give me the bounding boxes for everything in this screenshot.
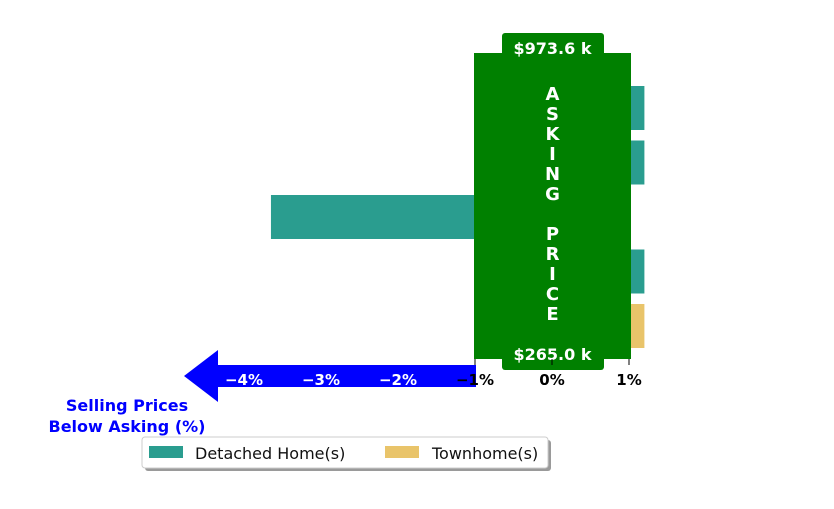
x-tick-label: 1%: [616, 371, 641, 389]
asking-price-letter: N: [545, 164, 560, 185]
asking-price-letter: K: [546, 124, 561, 145]
x-tick-label: −3%: [302, 371, 340, 389]
asking-price-letter: E: [546, 304, 558, 325]
below-asking-label-line1: Selling Prices: [66, 396, 188, 415]
bottom-price-box: [502, 340, 604, 370]
bottom-price-label: $265.0 k: [514, 345, 592, 364]
legend-swatch-detached: [149, 446, 183, 458]
legend-swatch-townhome: [385, 446, 419, 458]
legend-box: [141, 436, 549, 469]
top-price-box: [502, 33, 604, 62]
asking-price-letter: I: [549, 144, 556, 165]
asking-price-letter: C: [546, 284, 559, 305]
asking-price-letter: R: [546, 244, 560, 265]
x-tick-label: −2%: [379, 371, 417, 389]
asking-price-letter: P: [546, 224, 559, 245]
asking-price-letter: I: [549, 264, 556, 285]
below-asking-arrow: [184, 350, 476, 402]
x-axis-ticks: −4% −3% −2% −1% 0% 1%: [225, 359, 642, 389]
below-asking-label-line2: Below Asking (%): [49, 417, 206, 436]
legend: Detached Home(s) Townhome(s): [141, 436, 551, 471]
asking-price-letter: A: [546, 84, 560, 105]
legend-label-townhome: Townhome(s): [431, 444, 538, 463]
asking-price-letter: G: [545, 184, 560, 205]
top-price-label: $973.6 k: [514, 39, 592, 58]
legend-label-detached: Detached Home(s): [195, 444, 345, 463]
x-tick-label: −1%: [456, 371, 494, 389]
x-tick-label: 0%: [539, 371, 564, 389]
asking-price-band: [474, 53, 631, 359]
asking-price-letter: S: [546, 104, 559, 125]
x-tick-label: −4%: [225, 371, 263, 389]
